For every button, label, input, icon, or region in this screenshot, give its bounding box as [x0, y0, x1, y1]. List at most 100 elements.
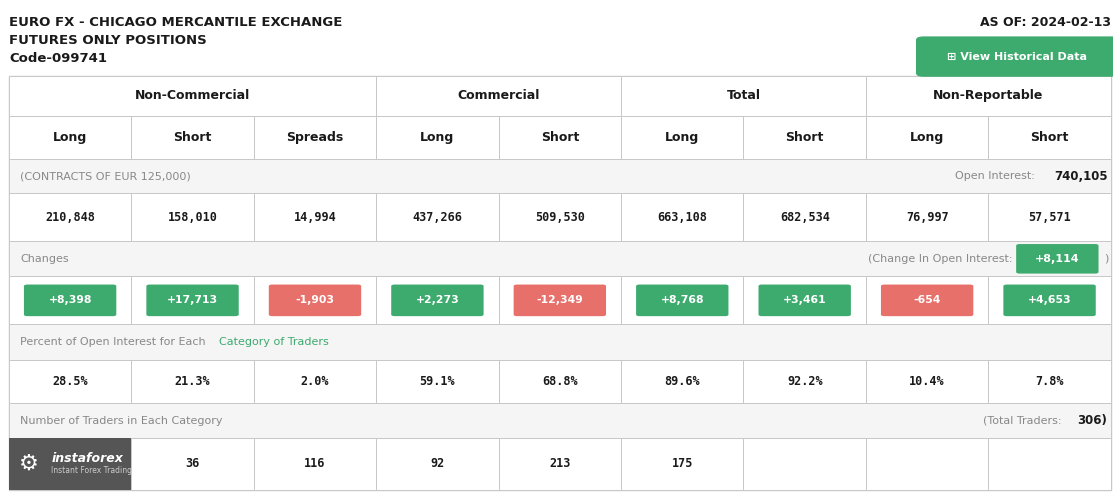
Text: 21.3%: 21.3% — [175, 375, 210, 388]
Text: Instant Forex Trading: Instant Forex Trading — [51, 466, 132, 475]
Bar — [9, 159, 1111, 193]
Bar — [9, 193, 1111, 241]
Bar — [988, 277, 1111, 324]
Bar — [743, 277, 866, 324]
Text: 116: 116 — [304, 458, 326, 470]
Bar — [9, 324, 1111, 360]
Text: 7.8%: 7.8% — [1035, 375, 1064, 388]
Text: (Total Traders:: (Total Traders: — [983, 416, 1065, 426]
Bar — [621, 277, 743, 324]
Text: 210,848: 210,848 — [46, 211, 95, 224]
Bar — [621, 438, 743, 490]
Bar — [499, 360, 621, 403]
Bar — [866, 76, 1111, 116]
Text: 68.8%: 68.8% — [542, 375, 578, 388]
Bar — [376, 438, 499, 490]
Text: 158,010: 158,010 — [168, 211, 217, 224]
Bar — [9, 360, 131, 403]
Text: ): ) — [1104, 254, 1109, 264]
FancyBboxPatch shape — [637, 284, 728, 316]
FancyBboxPatch shape — [269, 284, 361, 316]
Text: Number of Traders in Each Category: Number of Traders in Each Category — [20, 416, 223, 426]
Bar — [988, 116, 1111, 159]
Bar — [621, 116, 743, 159]
Text: 663,108: 663,108 — [658, 211, 707, 224]
Text: AS OF: 2024-02-13: AS OF: 2024-02-13 — [979, 16, 1111, 29]
Bar — [131, 116, 254, 159]
Text: +4,653: +4,653 — [1027, 295, 1072, 306]
Bar — [9, 438, 131, 490]
Text: 213: 213 — [549, 458, 571, 470]
Bar — [9, 277, 1111, 324]
Text: 28.5%: 28.5% — [52, 375, 88, 388]
Text: +8,114: +8,114 — [1035, 254, 1080, 264]
Bar — [866, 277, 988, 324]
FancyBboxPatch shape — [146, 284, 238, 316]
Text: (Change In Open Interest:: (Change In Open Interest: — [868, 254, 1016, 264]
Bar — [254, 277, 376, 324]
Bar — [866, 438, 988, 490]
Bar — [621, 193, 743, 241]
Text: Long: Long — [910, 131, 944, 144]
Text: 682,534: 682,534 — [780, 211, 829, 224]
Bar — [9, 116, 131, 159]
Bar — [131, 193, 254, 241]
Text: +8,398: +8,398 — [49, 295, 91, 306]
Bar — [988, 360, 1111, 403]
Bar — [9, 241, 1111, 277]
Text: -1,903: -1,903 — [295, 295, 335, 306]
Text: Percent of Open Interest for Each: Percent of Open Interest for Each — [20, 337, 209, 347]
Text: (CONTRACTS OF EUR 125,000): (CONTRACTS OF EUR 125,000) — [20, 171, 190, 182]
Text: 14,994: 14,994 — [294, 211, 336, 224]
Bar — [499, 116, 621, 159]
Bar — [743, 193, 866, 241]
Bar — [499, 193, 621, 241]
Bar — [9, 438, 1111, 490]
Bar — [376, 116, 499, 159]
Text: 36: 36 — [186, 458, 199, 470]
Bar — [254, 193, 376, 241]
Bar — [376, 76, 621, 116]
Bar — [499, 277, 621, 324]
Bar — [376, 193, 499, 241]
Bar — [9, 277, 131, 324]
Text: 437,266: 437,266 — [413, 211, 462, 224]
Text: EURO FX - CHICAGO MERCANTILE EXCHANGE: EURO FX - CHICAGO MERCANTILE EXCHANGE — [9, 16, 343, 29]
Text: Short: Short — [786, 131, 824, 144]
Bar — [9, 76, 1111, 490]
Text: +8,768: +8,768 — [660, 295, 705, 306]
Text: instaforex: instaforex — [51, 452, 124, 464]
Bar — [988, 193, 1111, 241]
Bar — [131, 360, 254, 403]
Text: 92: 92 — [431, 458, 444, 470]
Text: Non-Commercial: Non-Commercial — [135, 90, 250, 102]
Text: +2,273: +2,273 — [415, 295, 460, 306]
Text: 175: 175 — [671, 458, 693, 470]
Text: Changes: Changes — [20, 254, 69, 264]
Text: 89.6%: 89.6% — [664, 375, 700, 388]
Text: Open Interest:: Open Interest: — [955, 171, 1038, 182]
Bar — [743, 360, 866, 403]
Text: Category of Traders: Category of Traders — [218, 337, 328, 347]
Text: +3,461: +3,461 — [782, 295, 827, 306]
FancyBboxPatch shape — [514, 284, 605, 316]
Text: Long: Long — [53, 131, 87, 144]
Text: -12,349: -12,349 — [536, 295, 583, 306]
Bar — [9, 403, 1111, 438]
Text: +17,713: +17,713 — [167, 295, 218, 306]
Bar — [866, 360, 988, 403]
FancyBboxPatch shape — [24, 284, 117, 316]
Text: 59.1%: 59.1% — [420, 375, 455, 388]
Bar — [499, 438, 621, 490]
Text: Code-099741: Code-099741 — [9, 52, 107, 65]
Bar — [9, 116, 1111, 159]
Text: ⚙: ⚙ — [19, 454, 39, 474]
FancyBboxPatch shape — [759, 284, 850, 316]
Bar — [131, 438, 254, 490]
Bar — [9, 360, 1111, 403]
Bar — [254, 360, 376, 403]
FancyBboxPatch shape — [1004, 284, 1096, 316]
Text: Commercial: Commercial — [457, 90, 540, 102]
Bar — [254, 116, 376, 159]
Text: Total: Total — [727, 90, 760, 102]
